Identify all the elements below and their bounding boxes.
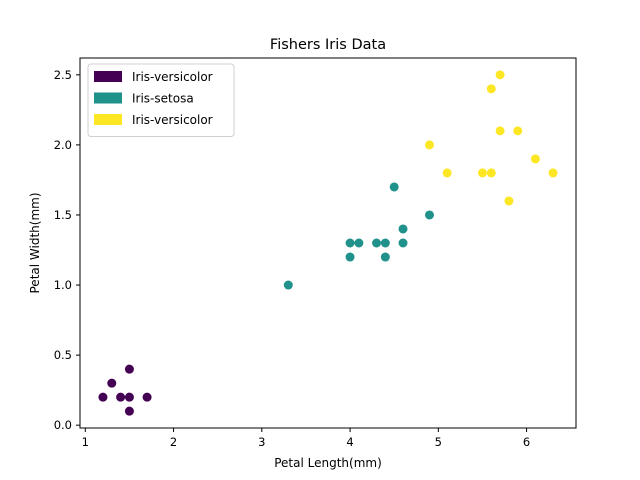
y-tick-label: 2.0 — [54, 138, 72, 152]
data-point — [372, 238, 382, 248]
plot-area — [98, 70, 558, 416]
legend-swatch — [94, 114, 122, 125]
legend-frame — [87, 63, 235, 137]
data-point — [345, 238, 355, 248]
x-tick-label: 6 — [523, 435, 530, 449]
y-tick-label: 0.5 — [54, 348, 72, 362]
x-tick-label: 1 — [82, 435, 89, 449]
data-point — [398, 224, 408, 234]
data-point — [513, 126, 523, 136]
data-point — [424, 210, 434, 220]
data-point — [389, 182, 399, 192]
data-point — [380, 252, 390, 262]
x-tick-label: 3 — [258, 435, 265, 449]
y-axis-label: Petal Width(mm) — [28, 192, 42, 293]
data-point — [486, 84, 496, 94]
legend-label: Iris-setosa — [132, 92, 194, 106]
x-tick-label: 2 — [170, 435, 177, 449]
legend-swatch — [94, 92, 122, 104]
data-point — [424, 140, 434, 150]
x-tick-label: 5 — [435, 435, 442, 449]
legend-label: Iris-versicolor — [132, 70, 213, 84]
y-tick-label: 1.0 — [54, 278, 72, 292]
legend-label: Iris-versicolor — [132, 113, 213, 127]
data-point — [495, 126, 505, 136]
data-point — [107, 378, 117, 388]
data-point — [98, 392, 108, 402]
data-point — [345, 252, 355, 262]
y-tick-label: 0.0 — [54, 418, 72, 432]
y-tick-label: 1.5 — [54, 208, 72, 222]
plot-frame — [79, 57, 577, 429]
data-point — [504, 196, 514, 206]
data-point — [495, 70, 505, 80]
x-tick-label: 4 — [346, 435, 353, 449]
data-point — [124, 392, 134, 402]
data-point — [142, 392, 152, 402]
y-tick-label: 2.5 — [54, 68, 72, 82]
data-point — [442, 168, 452, 178]
legend: Iris-versicolor Iris-setosa Iris-versicolo… — [87, 63, 235, 137]
data-point — [354, 238, 364, 248]
data-point — [477, 168, 487, 178]
chart-title: Fishers Iris Data — [270, 37, 386, 53]
legend-swatch — [94, 71, 122, 82]
x-axis-label: Petal Length(mm) — [274, 456, 382, 470]
x-axis: 1 2 3 4 5 6 — [82, 428, 530, 449]
data-point — [398, 238, 408, 248]
data-point — [124, 406, 134, 416]
data-point — [486, 168, 496, 178]
y-axis: 0.0 0.5 1.0 1.5 2.0 2.5 — [54, 68, 80, 432]
data-point — [380, 238, 390, 248]
data-point — [283, 280, 293, 290]
data-point — [116, 392, 126, 402]
data-point — [530, 154, 540, 164]
data-point — [124, 364, 134, 374]
data-point — [548, 168, 558, 178]
